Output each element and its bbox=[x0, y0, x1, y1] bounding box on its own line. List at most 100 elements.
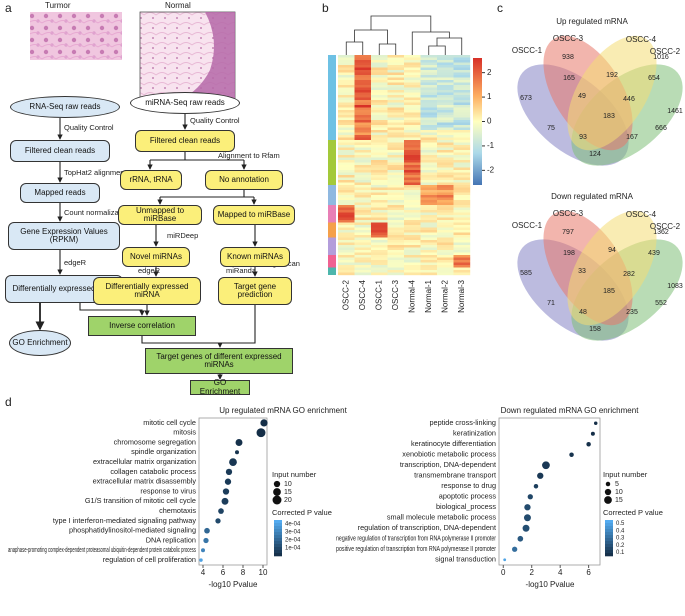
heatmap-cell bbox=[420, 247, 438, 251]
heatmap-cell bbox=[453, 100, 471, 103]
heatmap-cell bbox=[453, 130, 471, 133]
heatmap-cell bbox=[387, 140, 405, 143]
heatmap-cell bbox=[437, 102, 454, 106]
heatmap-cell bbox=[354, 110, 372, 113]
category-label: signal transduction bbox=[435, 555, 496, 564]
heatmap-cell bbox=[453, 172, 471, 176]
x-tick-label: 4 bbox=[558, 568, 563, 577]
heatmap-cell bbox=[387, 155, 405, 158]
heatmap-cell bbox=[437, 225, 454, 228]
heatmap-cell bbox=[338, 147, 355, 151]
heatmap-cell bbox=[437, 227, 454, 231]
heatmap-cell bbox=[354, 160, 372, 163]
heatmap-cell bbox=[420, 147, 438, 151]
heatmap-cell bbox=[453, 260, 471, 263]
heatmap-cell bbox=[404, 160, 421, 163]
heatmap-cell bbox=[420, 225, 438, 228]
heatmap-cell bbox=[404, 197, 421, 201]
dot bbox=[201, 548, 205, 553]
heatmap-cell bbox=[420, 120, 438, 123]
heatmap-cell bbox=[371, 122, 388, 126]
x-tick-label: 6 bbox=[586, 568, 591, 577]
heatmap-cell bbox=[437, 185, 454, 188]
heatmap-cell bbox=[404, 240, 421, 243]
heatmap-cell bbox=[387, 157, 405, 161]
venn-count: 124 bbox=[589, 151, 601, 158]
heatmap-cell bbox=[354, 220, 372, 223]
heatmap-cell bbox=[354, 230, 372, 233]
dot bbox=[235, 439, 243, 446]
heatmap-cell bbox=[420, 200, 438, 203]
heatmap-cell bbox=[437, 265, 454, 268]
legend-dot bbox=[604, 488, 612, 496]
heatmap-cell bbox=[387, 195, 405, 198]
heatmap-cell bbox=[404, 125, 421, 128]
heatmap-cell bbox=[338, 95, 355, 98]
heatmap-cell bbox=[387, 190, 405, 193]
heatmap-cell bbox=[338, 177, 355, 181]
heatmap-cell bbox=[371, 80, 388, 83]
venn-count: 938 bbox=[562, 54, 574, 61]
heatmap-cell bbox=[371, 180, 388, 183]
plot-frame bbox=[198, 417, 268, 566]
venn-set-label: OSCC-4 bbox=[626, 210, 657, 219]
heatmap-cell bbox=[453, 62, 471, 66]
heatmap-cell bbox=[354, 250, 372, 253]
venn-count: 552 bbox=[655, 300, 667, 307]
heatmap-cell bbox=[387, 235, 405, 238]
heatmap-cell bbox=[437, 210, 454, 213]
heatmap-cell bbox=[453, 67, 471, 71]
heatmap-cell bbox=[420, 77, 438, 81]
heatmap-cell bbox=[420, 115, 438, 118]
heatmap-cell bbox=[420, 137, 438, 141]
heatmap-cell bbox=[338, 227, 355, 231]
heatmap-cell bbox=[453, 170, 471, 173]
colorbar-step bbox=[605, 529, 613, 533]
colorbar-label: 0.2 bbox=[616, 543, 625, 549]
heatmap-cell bbox=[420, 207, 438, 211]
image-label: Normal bbox=[165, 1, 191, 10]
heatmap-cell bbox=[371, 242, 388, 246]
heatmap-cell bbox=[404, 202, 421, 206]
colorbar-step bbox=[605, 538, 613, 542]
heatmap-cell bbox=[387, 237, 405, 241]
heatmap-cell bbox=[354, 215, 372, 218]
flow-node: miRNA-Seq raw reads bbox=[130, 92, 240, 114]
heatmap-cell bbox=[387, 205, 405, 208]
heatmap-cell bbox=[404, 140, 421, 143]
heatmap-cell bbox=[420, 150, 438, 153]
flow-node: Filtered clean reads bbox=[10, 140, 110, 162]
heatmap-cell bbox=[371, 190, 388, 193]
heatmap-cell bbox=[420, 267, 438, 271]
heatmap-cell bbox=[354, 122, 372, 126]
heatmap-cell bbox=[354, 140, 372, 143]
heatmap-cell bbox=[453, 232, 471, 236]
heatmap-cell bbox=[354, 180, 372, 183]
heatmap-cell bbox=[437, 82, 454, 86]
heatmap-cell bbox=[453, 132, 471, 136]
heatmap-cell bbox=[338, 232, 355, 236]
heatmap-cell bbox=[387, 125, 405, 128]
colorbar-label: 0.3 bbox=[616, 536, 625, 542]
heatmap-cell bbox=[354, 102, 372, 106]
heatmap-cell bbox=[420, 270, 438, 273]
colorbar-step bbox=[274, 535, 282, 539]
heatmap-cell bbox=[437, 55, 454, 58]
heatmap-cell bbox=[338, 82, 355, 86]
heatmap-cell bbox=[404, 142, 421, 146]
heatmap-cell bbox=[453, 80, 471, 83]
heatmap-cell bbox=[371, 265, 388, 268]
heatmap-cell bbox=[453, 57, 471, 61]
heatmap-cell bbox=[338, 192, 355, 196]
heatmap-cell bbox=[387, 137, 405, 141]
heatmap-cell bbox=[437, 65, 454, 68]
heatmap-cell bbox=[453, 125, 471, 128]
category-label: response to virus bbox=[140, 486, 196, 495]
heatmap-cell bbox=[420, 177, 438, 181]
heatmap-cell bbox=[437, 212, 454, 216]
heatmap-cell bbox=[420, 107, 438, 111]
heatmap-cell bbox=[420, 97, 438, 101]
heatmap-cell bbox=[354, 107, 372, 111]
heatmap-cell bbox=[404, 272, 421, 276]
heatmap-cell bbox=[354, 120, 372, 123]
